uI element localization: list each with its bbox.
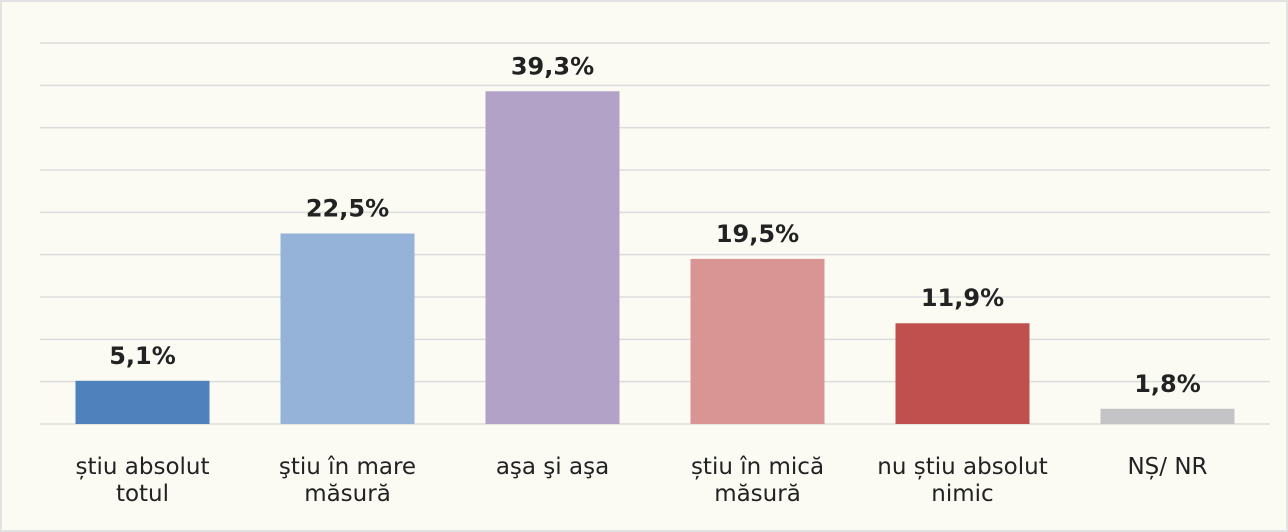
x-tick-label: știu în mică măsură [690, 454, 825, 507]
x-tick-label: nu știu absolut nimic [877, 454, 1048, 507]
bar [895, 323, 1030, 424]
x-tick-label: aşa şi aşa [495, 454, 610, 480]
x-tick-label: ştiu în mare măsură [278, 454, 417, 507]
bar [1100, 408, 1235, 424]
value-label: 5,1% [109, 342, 176, 370]
value-label: 1,8% [1134, 370, 1201, 398]
value-label: 11,9% [921, 284, 1004, 312]
bar [690, 258, 825, 424]
bar [485, 91, 620, 424]
x-tick-label: știu absolut totul [75, 454, 210, 507]
bar [280, 233, 415, 424]
value-label: 39,3% [511, 52, 594, 80]
x-tick-label: NȘ/ NR [1127, 454, 1208, 480]
value-label: 22,5% [306, 195, 389, 223]
bar [75, 380, 210, 424]
value-label: 19,5% [716, 220, 799, 248]
